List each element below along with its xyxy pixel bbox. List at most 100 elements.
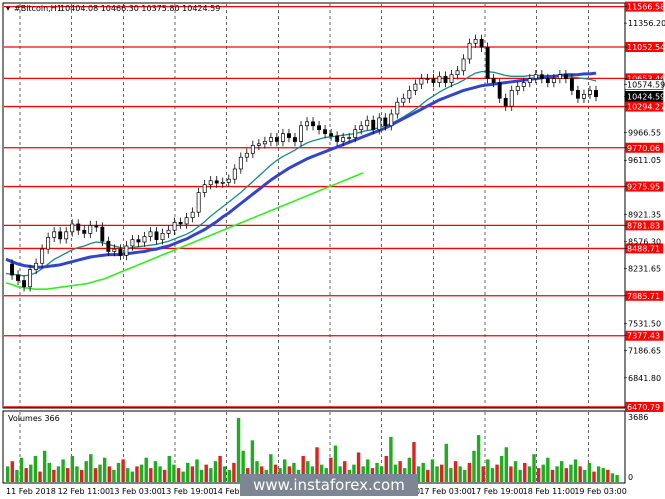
volume-bar <box>412 442 416 482</box>
watermark-background <box>240 474 418 496</box>
volume-bar <box>550 469 555 482</box>
volume-bar <box>495 464 499 482</box>
volume-bar <box>167 455 171 482</box>
candle-body <box>335 135 340 142</box>
volume-bar <box>172 464 176 482</box>
current_price-tag-label: 10424.59 <box>627 92 665 101</box>
candle-body <box>58 231 63 240</box>
candle-body <box>232 168 237 180</box>
level-tag-label: 10294.27 <box>627 103 665 112</box>
volume-bar <box>79 469 84 482</box>
candle-body <box>28 269 33 288</box>
level-tag <box>625 42 663 53</box>
candle-body <box>443 75 448 83</box>
candle-body <box>172 222 177 231</box>
candle-body <box>533 74 538 79</box>
volume-bar <box>56 466 61 482</box>
candle-body <box>527 78 532 83</box>
volume-bar <box>116 462 121 482</box>
candle-body <box>202 184 207 193</box>
volume-bar <box>61 459 65 482</box>
level-tag <box>625 220 663 231</box>
volume-bar <box>546 457 550 482</box>
volume-bar <box>186 462 190 482</box>
chart-menu-arrow-icon[interactable]: ▾ <box>6 4 10 13</box>
volume-bar <box>430 459 435 482</box>
candle-body <box>413 83 418 91</box>
candle-body <box>503 97 508 107</box>
levels-layer: 11566.58 11052.54 10653.46 10294.27 9770.06 9… <box>4 1 665 412</box>
symbol-label: #Bitcoin,H1 <box>14 4 62 13</box>
candle-body <box>425 78 430 80</box>
candle-body <box>130 239 135 247</box>
volume-bar <box>333 445 338 482</box>
watermark: www.instaforex.com <box>253 476 405 494</box>
volume-bar <box>481 466 485 482</box>
volume-bar <box>592 471 596 482</box>
price-tick-label: 8576.30 <box>628 238 661 247</box>
price-tick-label: 7186.65 <box>628 347 661 356</box>
time-tick-label: 17 Feb 19:00 <box>471 487 523 496</box>
candle-body <box>588 90 592 95</box>
time-tick-label: 17 Feb 03:00 <box>419 487 471 496</box>
volume-bar <box>439 464 444 482</box>
volume-bar <box>435 466 439 482</box>
volume-bar <box>158 466 162 482</box>
candle-body <box>317 125 322 131</box>
candle-body <box>190 211 195 219</box>
candle-body <box>389 113 394 127</box>
volume-bar <box>499 455 504 482</box>
moving-average-layer <box>5 70 597 291</box>
volume-bar <box>555 466 559 482</box>
volume-bar <box>282 459 287 482</box>
candle-body <box>238 156 243 170</box>
volume-bar <box>564 468 569 482</box>
candle-body <box>575 90 580 99</box>
candle-body <box>377 117 382 131</box>
volume-bar <box>596 466 601 482</box>
volume-bar <box>209 468 213 482</box>
volume-bar <box>569 464 573 482</box>
volume-bar <box>241 450 245 482</box>
level-tag-label: 11566.58 <box>627 3 665 12</box>
volume-bar <box>232 462 236 482</box>
volume-bar <box>190 466 195 482</box>
volume-bar <box>236 418 241 482</box>
volume-bar <box>153 461 158 482</box>
candle-body <box>226 178 231 183</box>
volume-bar <box>29 464 33 482</box>
candle-body <box>569 78 574 91</box>
candle-body <box>311 121 315 127</box>
candle-body <box>437 75 442 83</box>
candle-body <box>509 90 514 107</box>
volume-bar <box>139 464 144 482</box>
volume-bar <box>204 464 208 482</box>
volume-bar <box>458 466 462 482</box>
volume-bar <box>301 455 305 482</box>
volume-bar <box>384 455 388 482</box>
grid-layer <box>19 4 589 482</box>
candle-body <box>136 239 141 243</box>
volume-bar <box>10 461 15 482</box>
volume-bar <box>453 461 458 482</box>
candle-body <box>118 248 123 256</box>
volume-bar <box>416 466 421 482</box>
volume-bar <box>33 455 38 482</box>
volume-bar <box>213 461 218 482</box>
candle-body <box>323 129 328 134</box>
level-tag-label: 9770.06 <box>627 144 660 153</box>
candle-body <box>594 90 598 98</box>
level-tag <box>625 142 663 153</box>
candle-body <box>515 86 520 91</box>
candle-body <box>244 152 249 158</box>
volume-bar <box>250 440 255 482</box>
level-tag-label: 6470.79 <box>627 403 660 412</box>
candle-body <box>293 137 297 142</box>
price-tick-label: 6841.80 <box>628 374 661 383</box>
level-tag-label: 10653.46 <box>627 74 665 83</box>
volume-bar <box>444 443 448 482</box>
candle-body <box>268 137 273 142</box>
volume-min-label: 0 <box>628 473 633 482</box>
